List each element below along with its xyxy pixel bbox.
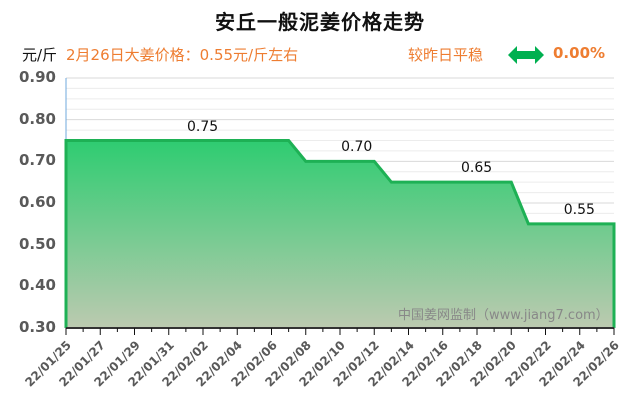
data-label: 0.65 [461, 160, 493, 177]
y-tick-label: 0.30 [18, 318, 56, 336]
chart-title: 安丘一般泥姜价格走势 [215, 10, 425, 34]
price-headline: 2月26日大姜价格：0.55元/斤左右 [66, 46, 299, 64]
double-arrow-icon [508, 46, 544, 64]
y-tick-label: 0.50 [18, 234, 56, 253]
y-tick-label: 0.40 [18, 276, 56, 295]
y-tick-label: 0.80 [18, 109, 56, 128]
y-tick-label: 0.60 [18, 193, 56, 211]
unit-label: 元/斤 [22, 46, 58, 64]
y-tick-label: 0.70 [18, 151, 56, 170]
change-value: 0.00% [553, 44, 606, 62]
watermark: 中国姜网监制（www.jiang7.com） [398, 308, 609, 323]
data-label: 0.70 [341, 139, 373, 156]
y-tick-label: 0.90 [18, 68, 56, 86]
compare-text: 较昨日平稳 [408, 46, 484, 64]
data-label: 0.75 [187, 118, 219, 135]
data-label: 0.55 [563, 201, 595, 218]
